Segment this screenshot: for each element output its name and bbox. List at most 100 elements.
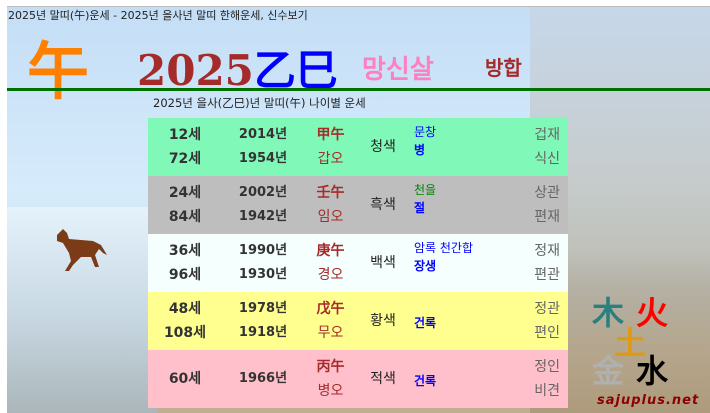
year-ganzhi: 乙巳 bbox=[253, 46, 338, 95]
birth-year-cell: 1990년 1930년 bbox=[228, 239, 298, 287]
sipsin: 정관 bbox=[534, 301, 560, 317]
sipsin: 겁재 bbox=[534, 127, 560, 143]
banghap-label: 방합 bbox=[485, 56, 522, 80]
birth-year-cell: 1966년 bbox=[228, 367, 298, 391]
age: 48세 bbox=[168, 301, 202, 317]
metal-char: 金 bbox=[592, 352, 625, 390]
age: 36세 bbox=[168, 243, 202, 259]
birth-year-cell: 2002년 1942년 bbox=[228, 181, 298, 229]
sipsin: 식신 bbox=[534, 151, 560, 167]
mangsinsal-label: 망신살 bbox=[362, 55, 434, 85]
ganzhi-hangul: 경오 bbox=[317, 267, 344, 283]
lucky-color: 흑색 bbox=[370, 197, 396, 213]
age: 12세 bbox=[168, 127, 202, 143]
birth-year-cell: 1978년 1918년 bbox=[228, 297, 298, 345]
color-cell: 백색 bbox=[363, 252, 403, 272]
birth-year: 1990년 bbox=[238, 243, 288, 258]
sipsin: 비견 bbox=[534, 383, 560, 399]
birth-year: 1966년 bbox=[238, 371, 288, 386]
ganzhi-hanja: 丙午 bbox=[316, 359, 345, 375]
lucky-color: 백색 bbox=[370, 255, 396, 271]
age: 72세 bbox=[168, 151, 202, 167]
ganzhi-hanja: 壬午 bbox=[316, 185, 345, 201]
year-title: 2025乙巳 bbox=[137, 37, 338, 98]
ganzhi-cell: 庚午 경오 bbox=[303, 239, 358, 287]
age: 84세 bbox=[168, 209, 202, 225]
divider bbox=[7, 88, 710, 91]
shinsal: 암록 천간합 bbox=[414, 241, 474, 255]
lucky-color: 황색 bbox=[370, 313, 396, 329]
age-cell: 12세 72세 bbox=[160, 123, 210, 171]
ganzhi-hanja: 庚午 bbox=[316, 243, 345, 259]
age-cell: 36세 96세 bbox=[160, 239, 210, 287]
birth-year: 1942년 bbox=[238, 209, 288, 224]
shinsal: 건록 bbox=[414, 374, 437, 388]
ganzhi-hanja: 甲午 bbox=[316, 127, 345, 143]
ganzhi-hangul: 임오 bbox=[317, 209, 344, 225]
sipsin: 편인 bbox=[534, 325, 560, 341]
sipsin: 편재 bbox=[534, 209, 560, 225]
ganzhi-hanja: 戊午 bbox=[316, 301, 345, 317]
sipsin: 정인 bbox=[534, 359, 560, 375]
birth-year: 1978년 bbox=[238, 301, 288, 316]
fortune-panel: 2025년 말띠(午)운세 - 2025년 을사년 말띠 한해운세, 신수보기 … bbox=[7, 6, 710, 413]
age-cell: 48세 108세 bbox=[160, 297, 210, 345]
birth-year: 1918년 bbox=[238, 325, 288, 340]
ganzhi-hangul: 병오 bbox=[317, 383, 344, 399]
age: 108세 bbox=[163, 325, 207, 341]
birth-year: 1954년 bbox=[238, 151, 288, 166]
wood-char: 木 bbox=[592, 294, 625, 332]
ganzhi-cell: 甲午 갑오 bbox=[303, 123, 358, 171]
ohaeng-logo: 木 火 土 金 水 bbox=[592, 297, 692, 387]
subtitle: 2025년 을사(乙巳)년 말띠(午) 나이별 운세 bbox=[153, 96, 366, 110]
age-cell: 60세 bbox=[160, 367, 210, 391]
fire-char: 火 bbox=[636, 294, 669, 332]
shinsal-cell: 건록 bbox=[414, 372, 436, 390]
shinsal: 병 bbox=[414, 143, 426, 157]
age-cell: 24세 84세 bbox=[160, 181, 210, 229]
birth-year: 2014년 bbox=[238, 127, 288, 142]
ganzhi-hangul: 무오 bbox=[317, 325, 344, 341]
shinsal: 장생 bbox=[414, 259, 437, 273]
color-cell: 청색 bbox=[363, 136, 403, 156]
sipsin: 정재 bbox=[534, 243, 560, 259]
sipsin: 편관 bbox=[534, 267, 560, 283]
color-cell: 흑색 bbox=[363, 194, 403, 214]
table-row: 24세 84세 2002년 1942년 壬午 임오 흑색 천을 절 상관 편재 bbox=[148, 176, 568, 234]
sipsin: 상관 bbox=[534, 185, 560, 201]
shinsal: 절 bbox=[414, 201, 426, 215]
ganzhi-cell: 壬午 임오 bbox=[303, 181, 358, 229]
age: 24세 bbox=[168, 185, 202, 201]
shinsal: 건록 bbox=[414, 316, 437, 330]
water-char: 水 bbox=[636, 352, 669, 390]
lucky-color: 적색 bbox=[370, 371, 396, 387]
age: 96세 bbox=[168, 267, 202, 283]
age: 60세 bbox=[168, 371, 202, 387]
birth-year-cell: 2014년 1954년 bbox=[228, 123, 298, 171]
ganzhi-hangul: 갑오 bbox=[317, 151, 344, 167]
ganzhi-cell: 戊午 무오 bbox=[303, 297, 358, 345]
ganzhi-cell: 丙午 병오 bbox=[303, 355, 358, 403]
lucky-color: 청색 bbox=[370, 139, 396, 155]
earth-char: 土 bbox=[614, 324, 647, 362]
page-title: 2025년 말띠(午)운세 - 2025년 을사년 말띠 한해운세, 신수보기 bbox=[8, 9, 308, 22]
color-cell: 황색 bbox=[363, 310, 403, 330]
year: 2025 bbox=[137, 46, 254, 95]
horse-icon bbox=[57, 229, 107, 271]
birth-year: 2002년 bbox=[238, 185, 288, 200]
shinsal: 문창 bbox=[414, 125, 437, 139]
color-cell: 적색 bbox=[363, 368, 403, 388]
birth-year: 1930년 bbox=[238, 267, 288, 282]
